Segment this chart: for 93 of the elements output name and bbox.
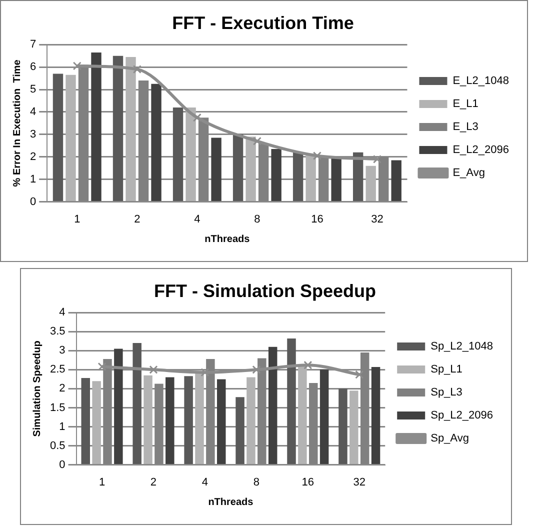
point — [252, 365, 261, 374]
x-tick-label: 1 — [98, 476, 106, 488]
point — [200, 368, 210, 377]
point — [192, 113, 202, 122]
bar — [126, 56, 136, 202]
legend-label: E_Avg — [452, 167, 485, 180]
bar — [271, 149, 282, 202]
point — [252, 136, 262, 146]
point — [372, 154, 382, 164]
bar — [366, 166, 376, 202]
bar — [216, 379, 226, 464]
bar — [66, 74, 76, 202]
bar — [91, 52, 102, 202]
point — [355, 370, 364, 379]
point — [312, 151, 322, 160]
y-tick-label: 3 — [59, 344, 66, 357]
bar — [52, 74, 64, 202]
bar — [151, 84, 162, 202]
legend-label: Sp_L1 — [430, 364, 462, 376]
legend-label: E_L3 — [452, 121, 478, 134]
bar — [112, 56, 124, 202]
bar — [81, 378, 90, 464]
y-tick-label: 7 — [30, 38, 36, 51]
y-tick-label: 1.5 — [50, 402, 66, 414]
y-tick-label: 1 — [30, 173, 36, 186]
y-tick-label: 0 — [59, 458, 66, 471]
bar — [331, 158, 342, 202]
point — [72, 62, 82, 70]
x-tick-label: 32 — [371, 213, 384, 226]
bar — [246, 136, 256, 202]
bar — [298, 366, 307, 464]
y-tick-label: 5 — [30, 84, 36, 96]
x-axis-title: nThreads — [204, 234, 250, 245]
y-tick-label: 4 — [59, 306, 66, 319]
y-tick-label: 3.5 — [50, 326, 66, 338]
legend-label: Sp_Avg — [430, 432, 469, 445]
chart-title: FFT - Execution Time — [172, 12, 354, 33]
x-tick-label: 4 — [202, 476, 208, 488]
bar — [292, 152, 304, 202]
bar — [352, 152, 364, 202]
legend-label: Sp_L2_2096 — [430, 410, 494, 422]
legend-label: Sp_L2_1048 — [430, 340, 494, 353]
x-tick-label: 4 — [194, 213, 200, 226]
bar — [391, 160, 402, 202]
y-tick-label: 4 — [30, 106, 36, 118]
y-tick-label: 1 — [59, 420, 66, 433]
legend-label: Sp_L3 — [430, 386, 462, 399]
bar — [184, 376, 193, 464]
bar — [236, 397, 244, 464]
bar — [320, 370, 329, 464]
bar — [306, 154, 316, 202]
y-axis-title: Simulation Speedup — [32, 340, 43, 437]
point — [132, 65, 142, 74]
bar — [246, 377, 256, 464]
x-tick-label: 8 — [253, 476, 260, 488]
bar — [166, 377, 174, 464]
point — [149, 365, 158, 374]
y-tick-label: 2 — [59, 382, 66, 395]
y-tick-label: 3 — [30, 128, 36, 140]
bar — [287, 338, 296, 464]
bar — [114, 348, 123, 464]
y-tick-label: 2.5 — [50, 364, 66, 376]
bar — [92, 381, 101, 464]
point — [98, 362, 106, 371]
x-tick-label: 1 — [74, 213, 80, 226]
x-tick-label: 2 — [150, 476, 157, 488]
y-tick-label: 0 — [30, 196, 36, 208]
bar — [211, 138, 222, 202]
y-tick-label: 6 — [30, 61, 36, 74]
x-tick-label: 16 — [311, 213, 324, 226]
bar — [132, 343, 142, 464]
bar — [186, 107, 196, 202]
chart-title: FFT - Simulation Speedup — [154, 280, 376, 301]
x-axis-title: nThreads — [208, 496, 254, 508]
legend-label: E_L2_2096 — [452, 144, 510, 156]
legend-label: E_L1 — [452, 98, 478, 110]
bar — [268, 346, 278, 464]
bar — [232, 134, 244, 202]
bar — [195, 373, 204, 464]
x-tick-label: 16 — [302, 476, 314, 488]
legend-label: E_L2_1048 — [452, 75, 510, 88]
y-tick-label: 2 — [30, 150, 36, 163]
point — [304, 360, 312, 370]
x-tick-label: 8 — [254, 213, 260, 226]
bar — [172, 107, 184, 202]
x-tick-label: 32 — [353, 476, 366, 488]
bar — [144, 375, 152, 464]
x-tick-label: 2 — [134, 213, 140, 226]
bar — [350, 390, 358, 464]
y-tick-label: 0.5 — [50, 440, 66, 452]
bar — [338, 388, 348, 464]
bar — [371, 367, 380, 464]
y-axis-title: % Error In Execution Time — [12, 59, 23, 187]
